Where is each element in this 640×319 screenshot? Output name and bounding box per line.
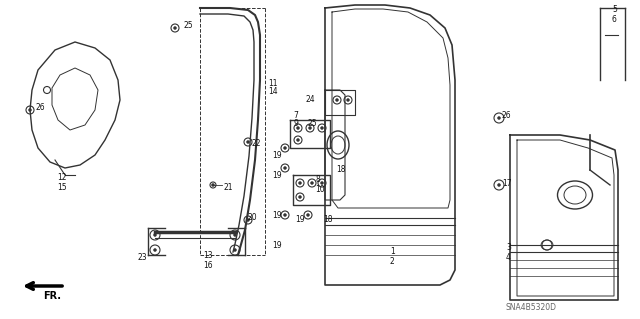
Circle shape (246, 219, 250, 221)
Circle shape (284, 213, 287, 217)
Circle shape (308, 127, 312, 130)
Circle shape (307, 213, 310, 217)
Circle shape (497, 116, 500, 120)
Circle shape (284, 146, 287, 150)
Text: 17: 17 (502, 179, 511, 188)
Text: 25: 25 (308, 120, 317, 129)
Text: 19: 19 (272, 151, 282, 160)
Text: 25: 25 (183, 21, 193, 31)
Text: 7: 7 (293, 110, 298, 120)
Text: 19: 19 (272, 170, 282, 180)
Circle shape (296, 138, 300, 142)
Circle shape (284, 167, 287, 169)
Text: 18: 18 (323, 216, 333, 225)
Text: 12: 12 (57, 174, 67, 182)
Text: 14: 14 (268, 87, 278, 97)
Circle shape (234, 234, 237, 236)
Text: 19: 19 (272, 241, 282, 249)
Text: 3: 3 (506, 243, 511, 253)
Text: 10: 10 (315, 184, 324, 194)
Circle shape (346, 99, 349, 101)
Circle shape (310, 182, 314, 184)
Text: FR.: FR. (43, 291, 61, 301)
Circle shape (246, 140, 250, 144)
Circle shape (298, 196, 301, 198)
Circle shape (298, 182, 301, 184)
Text: 15: 15 (57, 183, 67, 192)
Circle shape (296, 127, 300, 130)
Circle shape (173, 26, 177, 29)
Text: 9: 9 (293, 120, 298, 129)
Circle shape (321, 182, 323, 184)
Text: 5: 5 (612, 5, 617, 14)
Circle shape (234, 249, 237, 251)
Text: 24: 24 (305, 95, 315, 105)
Text: 18: 18 (336, 166, 346, 174)
Text: 13: 13 (203, 250, 213, 259)
Text: 21: 21 (224, 182, 234, 191)
Text: 23: 23 (138, 254, 148, 263)
Circle shape (211, 183, 214, 187)
Text: 26: 26 (35, 102, 45, 112)
Text: 2: 2 (390, 257, 395, 266)
Text: 6: 6 (612, 14, 617, 24)
Text: 11: 11 (268, 78, 278, 87)
Text: 19: 19 (272, 211, 282, 219)
Text: 19: 19 (295, 216, 305, 225)
Text: 20: 20 (248, 213, 258, 222)
Circle shape (154, 234, 157, 236)
Text: 22: 22 (252, 138, 262, 147)
Text: 26: 26 (502, 110, 511, 120)
Text: 4: 4 (506, 253, 511, 262)
Text: SNA4B5320D: SNA4B5320D (505, 303, 556, 313)
Circle shape (154, 249, 157, 251)
Circle shape (335, 99, 339, 101)
Circle shape (29, 108, 31, 112)
Text: 16: 16 (203, 261, 213, 270)
Circle shape (497, 183, 500, 187)
Circle shape (321, 127, 323, 130)
Text: 8: 8 (315, 175, 320, 184)
Text: 1: 1 (390, 248, 395, 256)
